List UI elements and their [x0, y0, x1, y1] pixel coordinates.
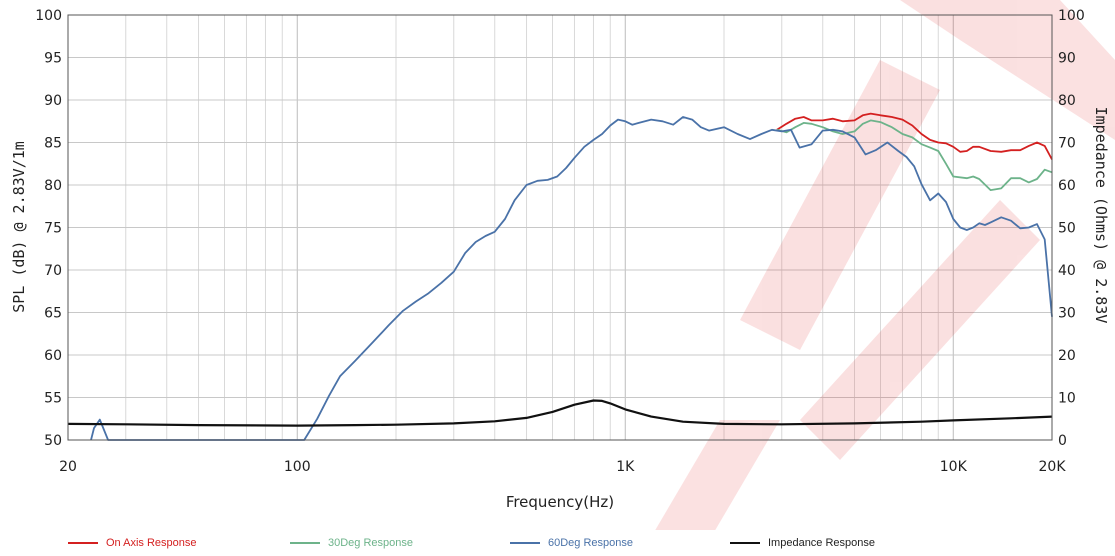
watermark-logo	[655, 0, 1115, 530]
y-tick-label: 65	[44, 306, 62, 322]
y-gridlines	[68, 57, 1052, 398]
legend-swatch	[730, 542, 760, 544]
y-tick-label: 75	[44, 221, 62, 237]
y-axis-title: SPL (dB) @ 2.83V/1m	[10, 141, 28, 313]
y2-tick-label: 10	[1058, 391, 1076, 407]
y2-tick-label: 0	[1058, 433, 1067, 449]
y2-tick-label: 80	[1058, 93, 1076, 109]
x-tick-label: 1K	[616, 459, 635, 475]
legend-swatch	[510, 542, 540, 544]
legend-item-60deg: 60Deg Response	[510, 536, 633, 550]
series-60deg-line	[90, 116, 1053, 441]
series-on-axis-line	[776, 112, 1053, 160]
x-tick-label: 20	[59, 459, 77, 475]
series-layer	[67, 112, 1053, 441]
y-tick-label: 55	[44, 391, 62, 407]
y-tick-label: 70	[44, 263, 62, 279]
y2-tick-label: 70	[1058, 136, 1076, 152]
x-tick-label: 20K	[1039, 459, 1067, 475]
watermark-stroke	[655, 420, 780, 530]
y2-tick-label: 90	[1058, 51, 1076, 67]
y2-tick-label: 50	[1058, 221, 1076, 237]
watermark-stroke	[900, 0, 1115, 140]
y-tick-label: 95	[44, 51, 62, 67]
y2-tick-label: 60	[1058, 178, 1076, 194]
y2-tick-labels: 0 10 20 30 40 50 60 70 80 90 100	[1058, 8, 1085, 449]
y-tick-labels: 50 55 60 65 70 75 80 85 90 95 100	[35, 8, 62, 449]
y2-tick-label: 100	[1058, 8, 1085, 24]
y-tick-label: 80	[44, 178, 62, 194]
legend-label: Impedance Response	[768, 537, 876, 549]
plot-frame	[67, 14, 1053, 441]
watermark-stroke	[740, 60, 940, 350]
watermark-stroke	[800, 200, 1040, 460]
x-tick-labels: 20 100 1K 10K 20K	[59, 459, 1066, 475]
legend-item-on-axis: On Axis Response	[68, 536, 197, 550]
x-tick-label: 10K	[940, 459, 968, 475]
series-30deg-line	[776, 119, 1053, 192]
y-tick-label: 50	[44, 433, 62, 449]
legend-label: 30Deg Response	[328, 537, 414, 549]
x-axis-title: Frequency(Hz)	[506, 493, 614, 511]
legend-swatch	[68, 542, 98, 544]
y2-axis-title: Impedance (Ohms) @ 2.83V	[1092, 107, 1110, 324]
legend-item-impedance: Impedance Response	[730, 536, 875, 550]
legend-label: On Axis Response	[106, 537, 197, 549]
frequency-response-chart: 20 100 1K 10K 20K 50 55 60 65 70 75 80 85 90 95 100 0 1…	[10, 0, 1115, 530]
y2-tick-label: 30	[1058, 306, 1076, 322]
legend-label: 60Deg Response	[548, 537, 634, 549]
legend-item-30deg: 30Deg Response	[290, 536, 413, 550]
legend: On Axis Response 30Deg Response 60Deg Re…	[0, 530, 1115, 556]
legend-swatch	[290, 542, 320, 544]
y-tick-label: 90	[44, 93, 62, 109]
y-tick-label: 100	[35, 8, 62, 24]
y-tick-label: 85	[44, 136, 62, 152]
y2-tick-label: 40	[1058, 263, 1076, 279]
y2-tick-label: 20	[1058, 348, 1076, 364]
x-tick-label: 100	[284, 459, 311, 475]
y-tick-label: 60	[44, 348, 62, 364]
series-impedance-line	[67, 399, 1053, 427]
